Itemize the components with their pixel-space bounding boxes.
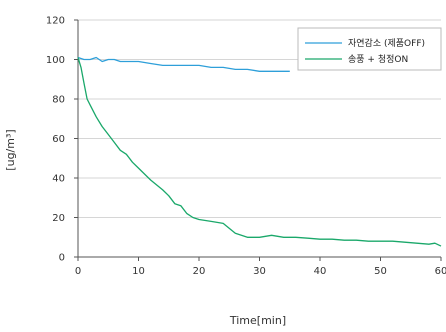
x-tick-label: 50 — [374, 266, 387, 277]
y-tick-label: 40 — [52, 174, 65, 185]
y-tick-label: 80 — [52, 95, 65, 106]
y-tick-label: 120 — [46, 16, 65, 27]
legend-label-series-1: 자연감소 (제품OFF) — [348, 37, 425, 49]
series-line-2 — [77, 57, 442, 247]
y-tick-label: 60 — [52, 134, 65, 145]
legend: 자연감소 (제품OFF) 송풍 + 청정ON — [297, 27, 442, 71]
x-tick-label: 30 — [253, 266, 266, 277]
x-tick-label: 60 — [435, 266, 446, 277]
y-tick-label: 100 — [46, 55, 65, 66]
y-tick-label: 0 — [59, 253, 65, 264]
series-lines — [77, 56, 442, 247]
x-tick-label: 20 — [193, 266, 206, 277]
tick-labels: 0 20 40 60 80 100 120 0 10 20 30 40 50 60 — [46, 16, 446, 278]
legend-label-series-2: 송풍 + 청정ON — [348, 54, 408, 65]
x-tick-label: 40 — [314, 266, 327, 277]
y-axis-title: [ug/m³] — [4, 129, 17, 170]
grid-lines — [78, 19, 441, 218]
series-line-1 — [77, 56, 290, 72]
legend-box — [297, 27, 442, 71]
x-axis-title: Time[min] — [229, 314, 286, 327]
y-tick-label: 20 — [52, 213, 65, 224]
x-tick-label: 0 — [75, 266, 81, 277]
x-tick-label: 10 — [132, 266, 145, 277]
